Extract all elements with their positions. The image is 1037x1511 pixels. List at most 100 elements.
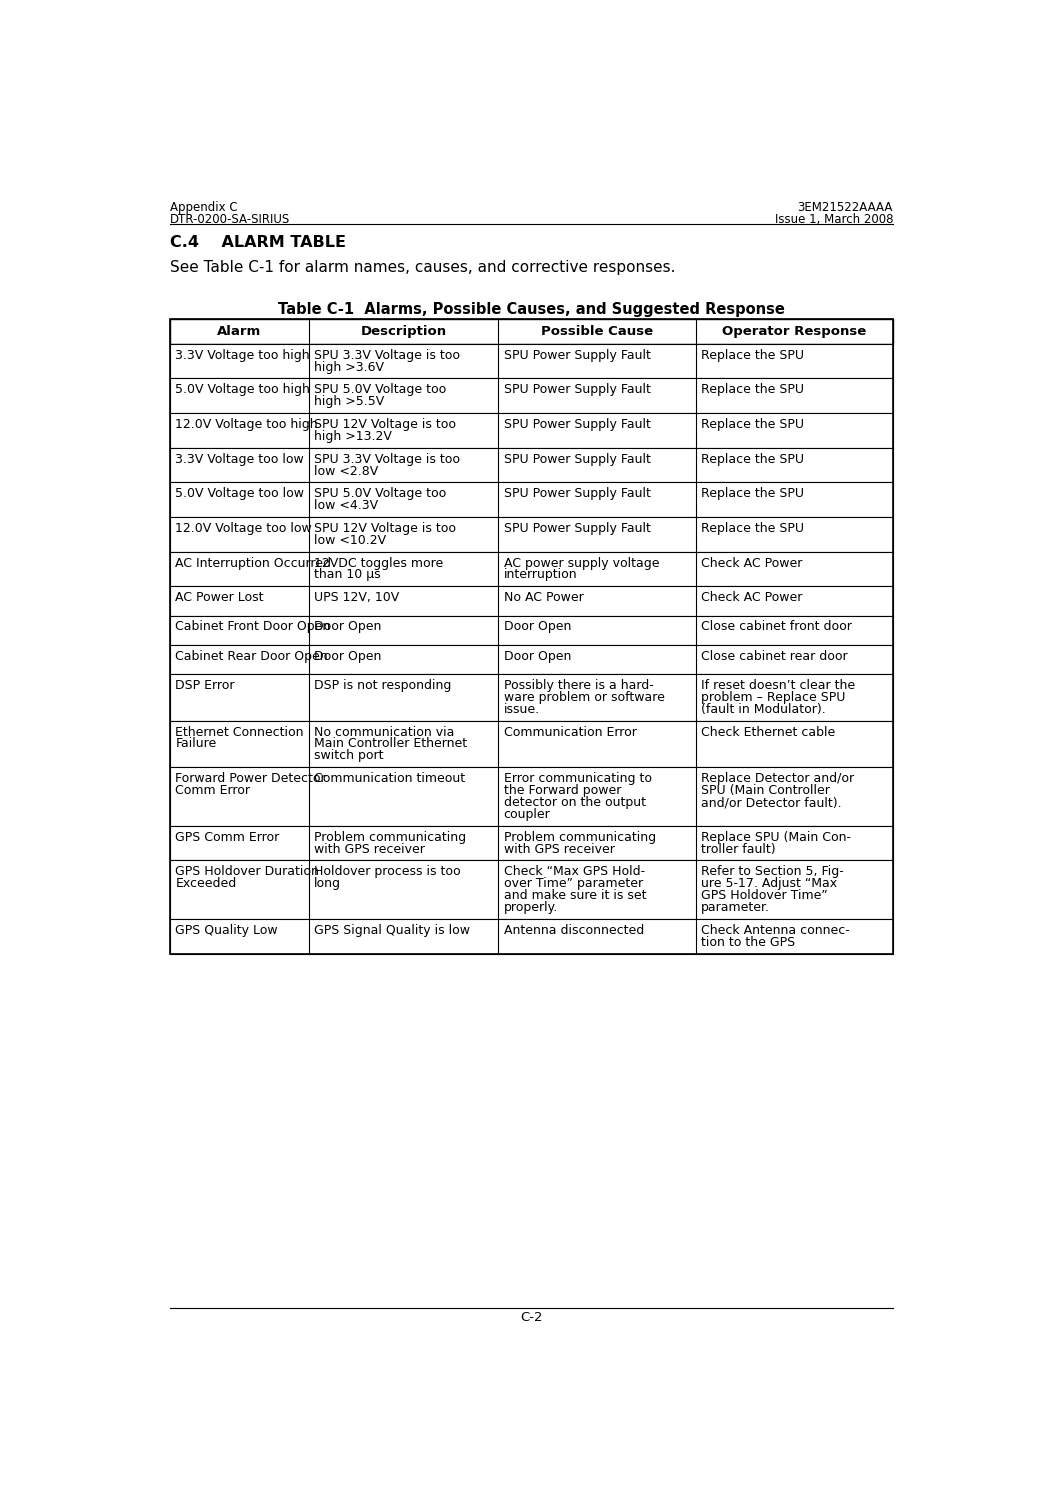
Bar	[170, 674, 893, 721]
Text: 12.0V Voltage too high: 12.0V Voltage too high	[175, 419, 318, 431]
Text: SPU 5.0V Voltage too: SPU 5.0V Voltage too	[314, 384, 447, 396]
Text: Refer to Section 5, Fig-: Refer to Section 5, Fig-	[701, 866, 844, 878]
Text: Door Open: Door Open	[314, 650, 382, 663]
Text: Description: Description	[361, 325, 447, 338]
Text: DSP Error: DSP Error	[175, 678, 234, 692]
Text: SPU Power Supply Fault: SPU Power Supply Fault	[504, 384, 650, 396]
Bar	[170, 413, 893, 447]
Text: and make sure it is set: and make sure it is set	[504, 888, 646, 902]
Text: AC Interruption Occurred: AC Interruption Occurred	[175, 556, 332, 570]
Text: Door Open: Door Open	[504, 621, 571, 633]
Text: Table C-1  Alarms, Possible Causes, and Suggested Response: Table C-1 Alarms, Possible Causes, and S…	[278, 302, 785, 317]
Text: Problem communicating: Problem communicating	[504, 831, 655, 843]
Text: Replace the SPU: Replace the SPU	[701, 384, 804, 396]
Text: Error communicating to: Error communicating to	[504, 772, 651, 786]
Bar	[170, 860, 893, 919]
Text: high >5.5V: high >5.5V	[314, 396, 385, 408]
Text: properly.: properly.	[504, 901, 558, 914]
Text: 12.0V Voltage too low: 12.0V Voltage too low	[175, 521, 312, 535]
Bar	[170, 319, 893, 953]
Text: troller fault): troller fault)	[701, 843, 776, 855]
Text: (fault in Modulator).: (fault in Modulator).	[701, 703, 825, 716]
Text: SPU 12V Voltage is too: SPU 12V Voltage is too	[314, 521, 456, 535]
Bar	[170, 517, 893, 552]
Text: GPS Quality Low: GPS Quality Low	[175, 923, 278, 937]
Text: than 10 µs: than 10 µs	[314, 568, 381, 582]
Text: over Time” parameter: over Time” parameter	[504, 878, 643, 890]
Bar	[170, 827, 893, 860]
Text: 3EM21522AAAA: 3EM21522AAAA	[797, 201, 893, 213]
Text: Appendix C: Appendix C	[170, 201, 237, 213]
Text: Ethernet Connection: Ethernet Connection	[175, 725, 304, 739]
Text: Replace Detector and/or: Replace Detector and/or	[701, 772, 854, 786]
Text: SPU 3.3V Voltage is too: SPU 3.3V Voltage is too	[314, 453, 460, 465]
Text: GPS Holdover Duration: GPS Holdover Duration	[175, 866, 319, 878]
Text: GPS Signal Quality is low: GPS Signal Quality is low	[314, 923, 470, 937]
Text: Check “Max GPS Hold-: Check “Max GPS Hold-	[504, 866, 645, 878]
Text: 12VDC toggles more: 12VDC toggles more	[314, 556, 444, 570]
Text: SPU Power Supply Fault: SPU Power Supply Fault	[504, 349, 650, 361]
Text: interruption: interruption	[504, 568, 578, 582]
Text: AC power supply voltage: AC power supply voltage	[504, 556, 660, 570]
Text: Check Antenna connec-: Check Antenna connec-	[701, 923, 849, 937]
Text: Check AC Power: Check AC Power	[701, 556, 803, 570]
Text: detector on the output: detector on the output	[504, 796, 646, 808]
Bar	[170, 919, 893, 953]
Text: the Forward power: the Forward power	[504, 784, 621, 798]
Bar	[170, 345, 893, 378]
Text: Replace SPU (Main Con-: Replace SPU (Main Con-	[701, 831, 851, 843]
Text: SPU Power Supply Fault: SPU Power Supply Fault	[504, 419, 650, 431]
Text: 3.3V Voltage too high: 3.3V Voltage too high	[175, 349, 310, 361]
Text: Door Open: Door Open	[504, 650, 571, 663]
Text: Close cabinet front door: Close cabinet front door	[701, 621, 852, 633]
Text: issue.: issue.	[504, 703, 539, 716]
Bar	[170, 378, 893, 413]
Text: Issue 1, March 2008: Issue 1, March 2008	[775, 213, 893, 225]
Text: tion to the GPS: tion to the GPS	[701, 935, 795, 949]
Bar	[170, 319, 893, 345]
Text: Replace the SPU: Replace the SPU	[701, 453, 804, 465]
Text: low <4.3V: low <4.3V	[314, 499, 379, 512]
Text: SPU Power Supply Fault: SPU Power Supply Fault	[504, 487, 650, 500]
Text: with GPS receiver: with GPS receiver	[314, 843, 425, 855]
Text: Problem communicating: Problem communicating	[314, 831, 467, 843]
Text: GPS Holdover Time”: GPS Holdover Time”	[701, 888, 828, 902]
Text: 3.3V Voltage too low: 3.3V Voltage too low	[175, 453, 304, 465]
Bar	[170, 768, 893, 827]
Text: Check Ethernet cable: Check Ethernet cable	[701, 725, 835, 739]
Text: No communication via: No communication via	[314, 725, 454, 739]
Text: Replace the SPU: Replace the SPU	[701, 521, 804, 535]
Text: Replace the SPU: Replace the SPU	[701, 487, 804, 500]
Text: switch port: switch port	[314, 749, 384, 763]
Text: Antenna disconnected: Antenna disconnected	[504, 923, 644, 937]
Text: Possibly there is a hard-: Possibly there is a hard-	[504, 678, 653, 692]
Text: SPU Power Supply Fault: SPU Power Supply Fault	[504, 521, 650, 535]
Text: Holdover process is too: Holdover process is too	[314, 866, 460, 878]
Bar	[170, 447, 893, 482]
Text: Close cabinet rear door: Close cabinet rear door	[701, 650, 847, 663]
Text: Cabinet Front Door Open: Cabinet Front Door Open	[175, 621, 331, 633]
Text: DSP is not responding: DSP is not responding	[314, 678, 451, 692]
Bar	[170, 586, 893, 615]
Bar	[170, 645, 893, 674]
Text: Communication Error: Communication Error	[504, 725, 637, 739]
Text: Door Open: Door Open	[314, 621, 382, 633]
Bar	[170, 615, 893, 645]
Text: with GPS receiver: with GPS receiver	[504, 843, 615, 855]
Text: and/or Detector fault).: and/or Detector fault).	[701, 796, 842, 808]
Text: high >3.6V: high >3.6V	[314, 361, 384, 373]
Text: See Table C-1 for alarm names, causes, and corrective responses.: See Table C-1 for alarm names, causes, a…	[170, 260, 675, 275]
Text: low <2.8V: low <2.8V	[314, 464, 379, 477]
Text: AC Power Lost: AC Power Lost	[175, 591, 263, 604]
Text: low <10.2V: low <10.2V	[314, 533, 387, 547]
Text: SPU (Main Controller: SPU (Main Controller	[701, 784, 830, 798]
Text: problem – Replace SPU: problem – Replace SPU	[701, 691, 845, 704]
Text: Comm Error: Comm Error	[175, 784, 250, 798]
Text: C.4    ALARM TABLE: C.4 ALARM TABLE	[170, 236, 346, 251]
Text: SPU 3.3V Voltage is too: SPU 3.3V Voltage is too	[314, 349, 460, 361]
Text: high >13.2V: high >13.2V	[314, 431, 392, 443]
Text: Operator Response: Operator Response	[722, 325, 867, 338]
Text: Failure: Failure	[175, 737, 217, 751]
Bar	[170, 721, 893, 768]
Text: Replace the SPU: Replace the SPU	[701, 349, 804, 361]
